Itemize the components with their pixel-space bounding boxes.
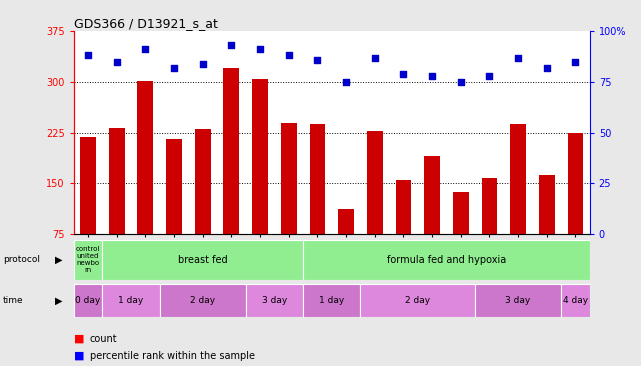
Bar: [103, 284, 160, 317]
Text: 2 day: 2 day: [405, 296, 430, 305]
Text: control
united
newbo
rn: control united newbo rn: [76, 246, 100, 273]
Point: [312, 57, 322, 63]
Bar: [224, 68, 239, 234]
Bar: [281, 123, 297, 234]
Text: ▶: ▶: [54, 255, 62, 265]
Point: [283, 53, 294, 59]
Bar: [567, 133, 583, 234]
Point: [370, 55, 380, 60]
Text: 1 day: 1 day: [119, 296, 144, 305]
Text: ■: ■: [74, 333, 84, 344]
Text: 0 day: 0 day: [76, 296, 101, 305]
Text: time: time: [3, 296, 24, 305]
Bar: [138, 81, 153, 234]
Text: 2 day: 2 day: [190, 296, 215, 305]
Bar: [481, 178, 497, 234]
Text: ■: ■: [74, 351, 84, 361]
Bar: [246, 284, 303, 317]
Bar: [395, 180, 412, 234]
Bar: [195, 129, 211, 234]
Point: [341, 79, 351, 85]
Text: formula fed and hypoxia: formula fed and hypoxia: [387, 255, 506, 265]
Bar: [475, 284, 561, 317]
Text: ▶: ▶: [54, 296, 62, 306]
Text: 3 day: 3 day: [262, 296, 287, 305]
Bar: [74, 284, 103, 317]
Bar: [310, 124, 325, 234]
Point: [255, 46, 265, 52]
Point: [112, 59, 122, 64]
Point: [513, 55, 523, 60]
Point: [169, 65, 179, 71]
Bar: [539, 175, 554, 234]
Bar: [510, 124, 526, 234]
Bar: [453, 192, 469, 234]
Point: [197, 61, 208, 67]
Text: protocol: protocol: [3, 255, 40, 264]
Point: [427, 73, 437, 79]
Bar: [303, 240, 590, 280]
Point: [226, 42, 237, 48]
Bar: [103, 240, 303, 280]
Bar: [360, 284, 475, 317]
Point: [83, 53, 93, 59]
Bar: [166, 139, 182, 234]
Bar: [109, 128, 124, 234]
Bar: [252, 79, 268, 234]
Bar: [367, 131, 383, 234]
Text: 1 day: 1 day: [319, 296, 344, 305]
Bar: [303, 284, 360, 317]
Text: GDS366 / D13921_s_at: GDS366 / D13921_s_at: [74, 17, 217, 30]
Bar: [80, 137, 96, 234]
Bar: [338, 209, 354, 234]
Text: count: count: [90, 333, 117, 344]
Text: percentile rank within the sample: percentile rank within the sample: [90, 351, 254, 361]
Text: 4 day: 4 day: [563, 296, 588, 305]
Point: [542, 65, 552, 71]
Point: [456, 79, 466, 85]
Bar: [424, 156, 440, 234]
Bar: [74, 240, 103, 280]
Text: breast fed: breast fed: [178, 255, 228, 265]
Bar: [160, 284, 246, 317]
Bar: [561, 284, 590, 317]
Point: [140, 46, 151, 52]
Point: [484, 73, 494, 79]
Text: 3 day: 3 day: [505, 296, 531, 305]
Point: [398, 71, 408, 77]
Point: [570, 59, 581, 64]
